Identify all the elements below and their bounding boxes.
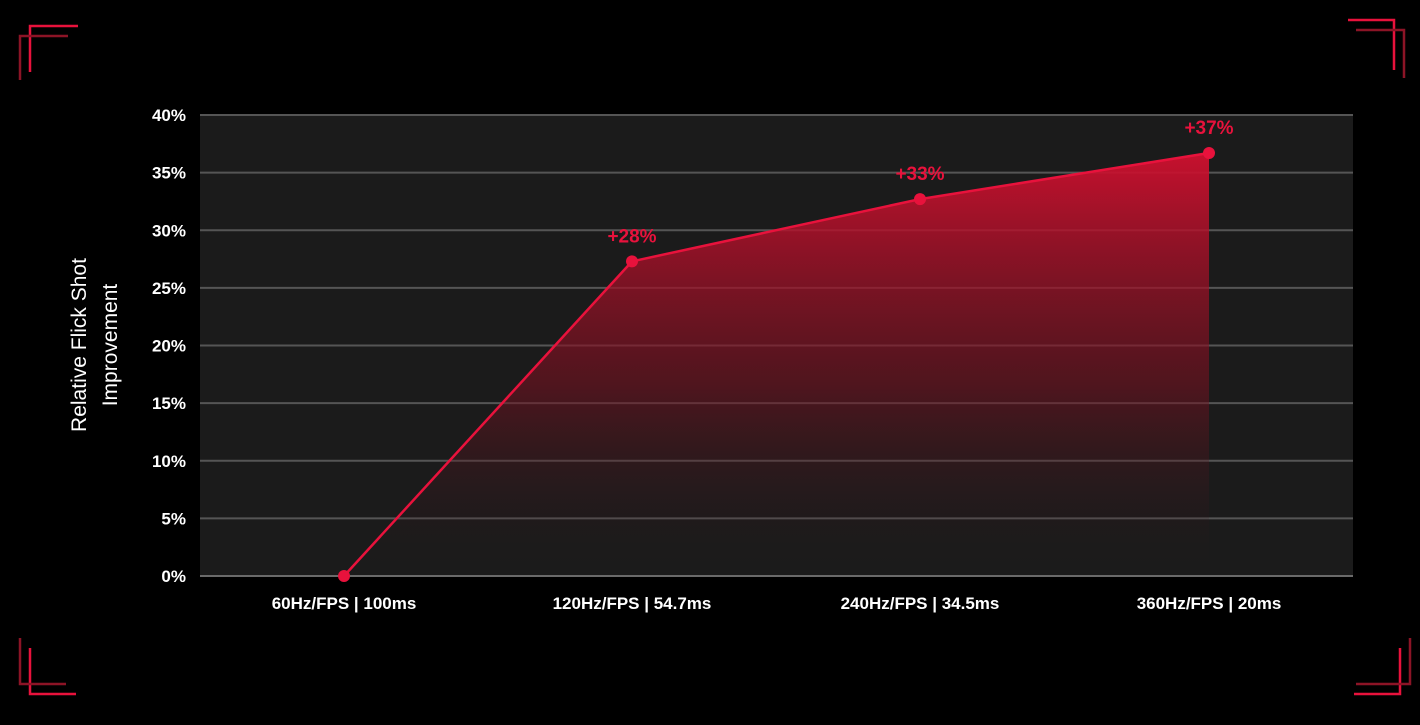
corner-bracket xyxy=(18,34,68,80)
corner-brackets xyxy=(18,18,1412,696)
corner-bracket xyxy=(1356,28,1406,78)
point-layer xyxy=(338,147,1215,582)
area-layer xyxy=(344,153,1209,576)
y-tick-label: 30% xyxy=(152,221,186,240)
line-layer xyxy=(343,151,1210,577)
data-label: +28% xyxy=(607,226,656,247)
y-tick-label: 0% xyxy=(161,567,186,586)
corner-bracket xyxy=(28,24,78,72)
y-axis-title-line: Improvement xyxy=(99,283,122,407)
x-tick-label: 120Hz/FPS | 54.7ms xyxy=(553,594,712,613)
x-tick-label: 360Hz/FPS | 20ms xyxy=(1137,594,1282,613)
y-tick-label: 35% xyxy=(152,164,186,183)
corner-bracket xyxy=(1356,638,1412,686)
data-label: +37% xyxy=(1184,118,1233,139)
label-layer: 0% 5% 10% 15% 20% 25% 30% 35% 40% 60Hz/FPS | 100m… xyxy=(152,106,1281,613)
series-line xyxy=(343,151,1210,577)
y-tick-label: 10% xyxy=(152,452,186,471)
data-point xyxy=(338,570,350,582)
y-tick-label: 25% xyxy=(152,279,186,298)
corner-bracket xyxy=(18,638,66,686)
data-label: +33% xyxy=(895,164,944,185)
corner-bracket xyxy=(1354,648,1402,696)
data-point xyxy=(626,255,638,268)
data-point xyxy=(914,193,926,206)
y-tick-label: 20% xyxy=(152,337,186,356)
x-tick-label: 240Hz/FPS | 34.5ms xyxy=(841,594,1000,613)
corner-bracket xyxy=(1348,18,1396,70)
y-tick-label: 5% xyxy=(161,509,186,528)
y-axis-title: Relative Flick Shot Improvement xyxy=(64,258,126,432)
x-tick-label: 60Hz/FPS | 100ms xyxy=(272,594,417,613)
y-tick-label: 15% xyxy=(152,394,186,413)
y-tick-label: 40% xyxy=(152,106,186,125)
y-axis-title-line: Relative Flick Shot xyxy=(68,258,91,432)
series-area xyxy=(344,153,1209,576)
corner-bracket xyxy=(28,648,76,696)
data-point xyxy=(1203,147,1215,160)
